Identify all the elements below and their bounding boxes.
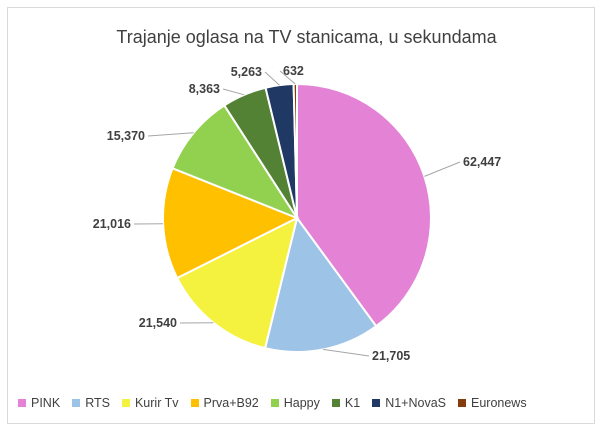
legend-item-kurir-tv: Kurir Tv: [121, 396, 179, 410]
data-label-prva-b92: 21,016: [93, 217, 131, 231]
data-label-euronews: 632: [283, 64, 304, 78]
legend-swatch: [72, 399, 81, 407]
chart-title: Trajanje oglasa na TV stanicama, u sekun…: [116, 27, 497, 47]
legend-label: Happy: [283, 396, 320, 410]
legend-item-euronews: Euronews: [458, 396, 527, 410]
pie-slice-rts: [263, 215, 378, 353]
legend-label: N1+NovaS: [385, 396, 446, 410]
leader-line-k1: [222, 88, 245, 96]
legend-swatch: [372, 399, 381, 407]
legend-item-k1: K1: [331, 396, 361, 410]
data-label-n1-novas: 5,263: [231, 65, 262, 79]
legend-item-pink: PINK: [18, 396, 60, 410]
pie-slice-euronews: [292, 82, 298, 219]
legend-swatch: [458, 399, 466, 407]
chart-legend: PINK RTS Kurir Tv Prva+B92 Happy K1 N1+NovaS Eu…: [18, 394, 588, 412]
pie-slice-kurir-tv: [175, 216, 299, 350]
legend-swatch: [190, 399, 199, 407]
data-label-k1: 8,363: [189, 82, 220, 96]
legend-swatch: [121, 399, 130, 407]
pie-slice-pink: [296, 82, 432, 328]
leader-line-euronews: [279, 70, 296, 85]
legend-item-rts: RTS: [72, 396, 110, 410]
data-label-happy: 15,370: [107, 129, 145, 143]
legend-label: RTS: [85, 396, 110, 410]
legend-item-happy: Happy: [270, 396, 320, 410]
legend-item-prva-b92: Prva+B92: [190, 396, 259, 410]
legend-item-n1-novas: N1+NovaS: [372, 396, 446, 410]
pie-slice-prva-b92: [162, 166, 300, 280]
legend-label: Prva+B92: [203, 396, 259, 410]
legend-label: PINK: [31, 396, 61, 410]
legend-label: K1: [344, 396, 361, 410]
leader-line-happy: [147, 132, 194, 137]
pie-slice-happy: [171, 104, 300, 221]
legend-swatch: [331, 399, 340, 407]
leader-line-rts: [323, 348, 370, 357]
data-label-kurir-tv: 21,540: [139, 316, 177, 330]
legend-label: Kurir Tv: [134, 396, 179, 410]
leader-line-pink: [424, 161, 461, 177]
legend-swatch: [270, 399, 279, 407]
legend-label: Euronews: [471, 396, 527, 410]
leader-line-n1-novas: [264, 71, 280, 86]
legend-swatch: [18, 399, 26, 407]
data-label-pink: 62,447: [463, 155, 501, 169]
data-label-rts: 21,705: [372, 349, 410, 363]
